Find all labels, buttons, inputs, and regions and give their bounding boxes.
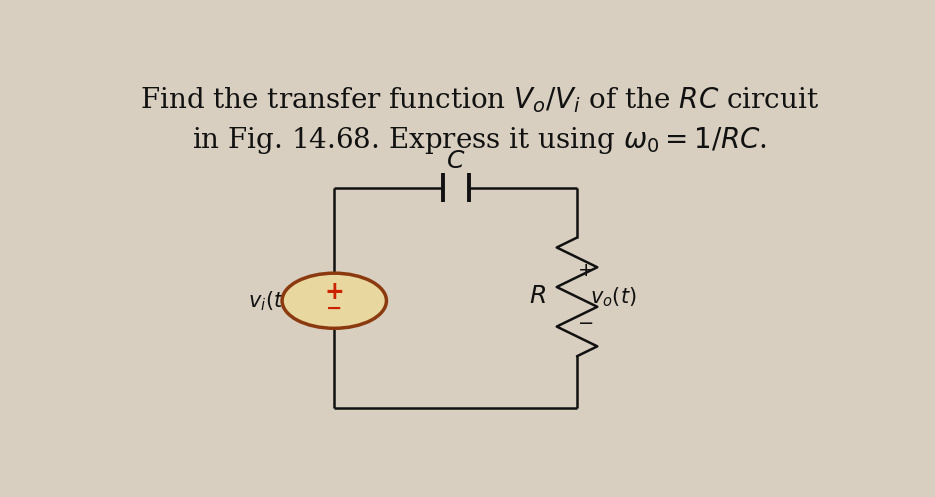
Text: +: + (324, 280, 344, 305)
Text: Find the transfer function $V_o/V_i$ of the $RC$ circuit: Find the transfer function $V_o/V_i$ of … (139, 85, 819, 115)
Text: −: − (326, 299, 342, 318)
Text: $v_i(t)$: $v_i(t)$ (248, 289, 290, 313)
Circle shape (282, 273, 386, 329)
Text: $C$: $C$ (446, 150, 466, 172)
Text: $v_o(t)$: $v_o(t)$ (590, 285, 637, 309)
Text: +: + (578, 260, 594, 280)
Text: −: − (578, 314, 594, 333)
Text: $R$: $R$ (528, 285, 546, 309)
Text: in Fig. 14.68. Express it using $\omega_0 = 1/RC$.: in Fig. 14.68. Express it using $\omega_… (192, 125, 767, 156)
